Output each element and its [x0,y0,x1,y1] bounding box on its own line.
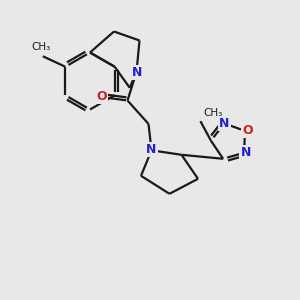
Text: CH₃: CH₃ [32,42,51,52]
Text: CH₃: CH₃ [203,108,223,118]
Text: N: N [241,146,251,159]
Text: O: O [96,89,107,103]
Text: N: N [132,65,142,79]
Text: N: N [146,143,157,156]
Text: O: O [242,124,253,137]
Text: N: N [219,117,230,130]
